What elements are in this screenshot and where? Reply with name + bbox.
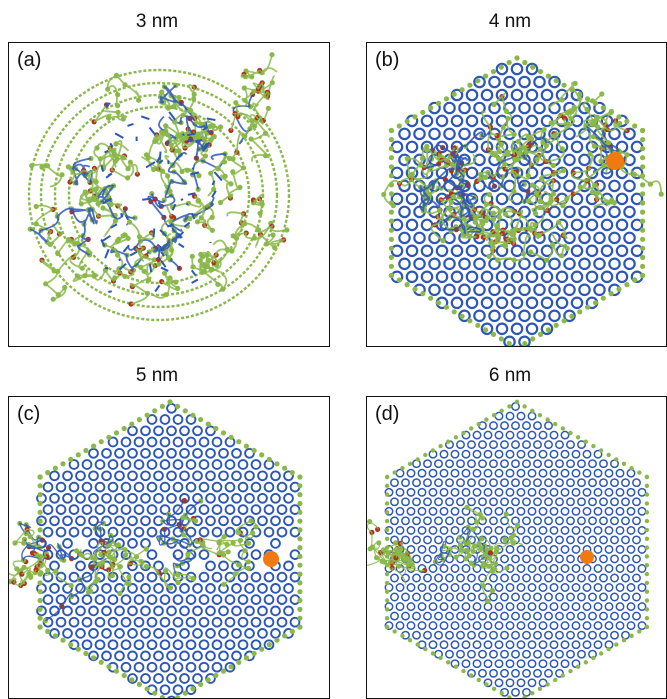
panel-d-structure [367,399,650,698]
panel-a-title: 3 nm [135,11,179,32]
disordered-chains [367,519,428,585]
edge-atoms [388,55,646,346]
panel-a: (a) [8,42,330,347]
panel-b-structure [381,55,664,346]
panel-c-title: 5 nm [135,365,179,386]
panel-c: (c) [8,396,330,699]
panel-b-title: 4 nm [488,11,532,32]
disordered-chains [228,52,278,133]
disordered-chains [432,504,523,604]
core-bonds [100,102,223,293]
disordered-chains [42,497,259,624]
panel-d-label: (d) [375,403,400,426]
dopant-atom [606,152,624,170]
panel-a-label: (a) [17,49,42,72]
panel-b-label: (b) [375,49,400,72]
panel-a-structure [27,52,291,322]
panel-b: (b) [366,42,667,347]
disordered-chains [27,72,290,307]
panel-c-label: (c) [17,403,41,426]
disordered-chains [381,80,664,263]
dopant-atom [580,550,594,564]
panel-c-structure [9,399,303,698]
dopant-atom [263,551,279,567]
panel-d-title: 6 nm [488,365,532,386]
edge-atoms [384,399,650,698]
disordered-chains [9,520,75,589]
lattice-rings [384,402,647,697]
panel-d: (d) [366,396,667,699]
